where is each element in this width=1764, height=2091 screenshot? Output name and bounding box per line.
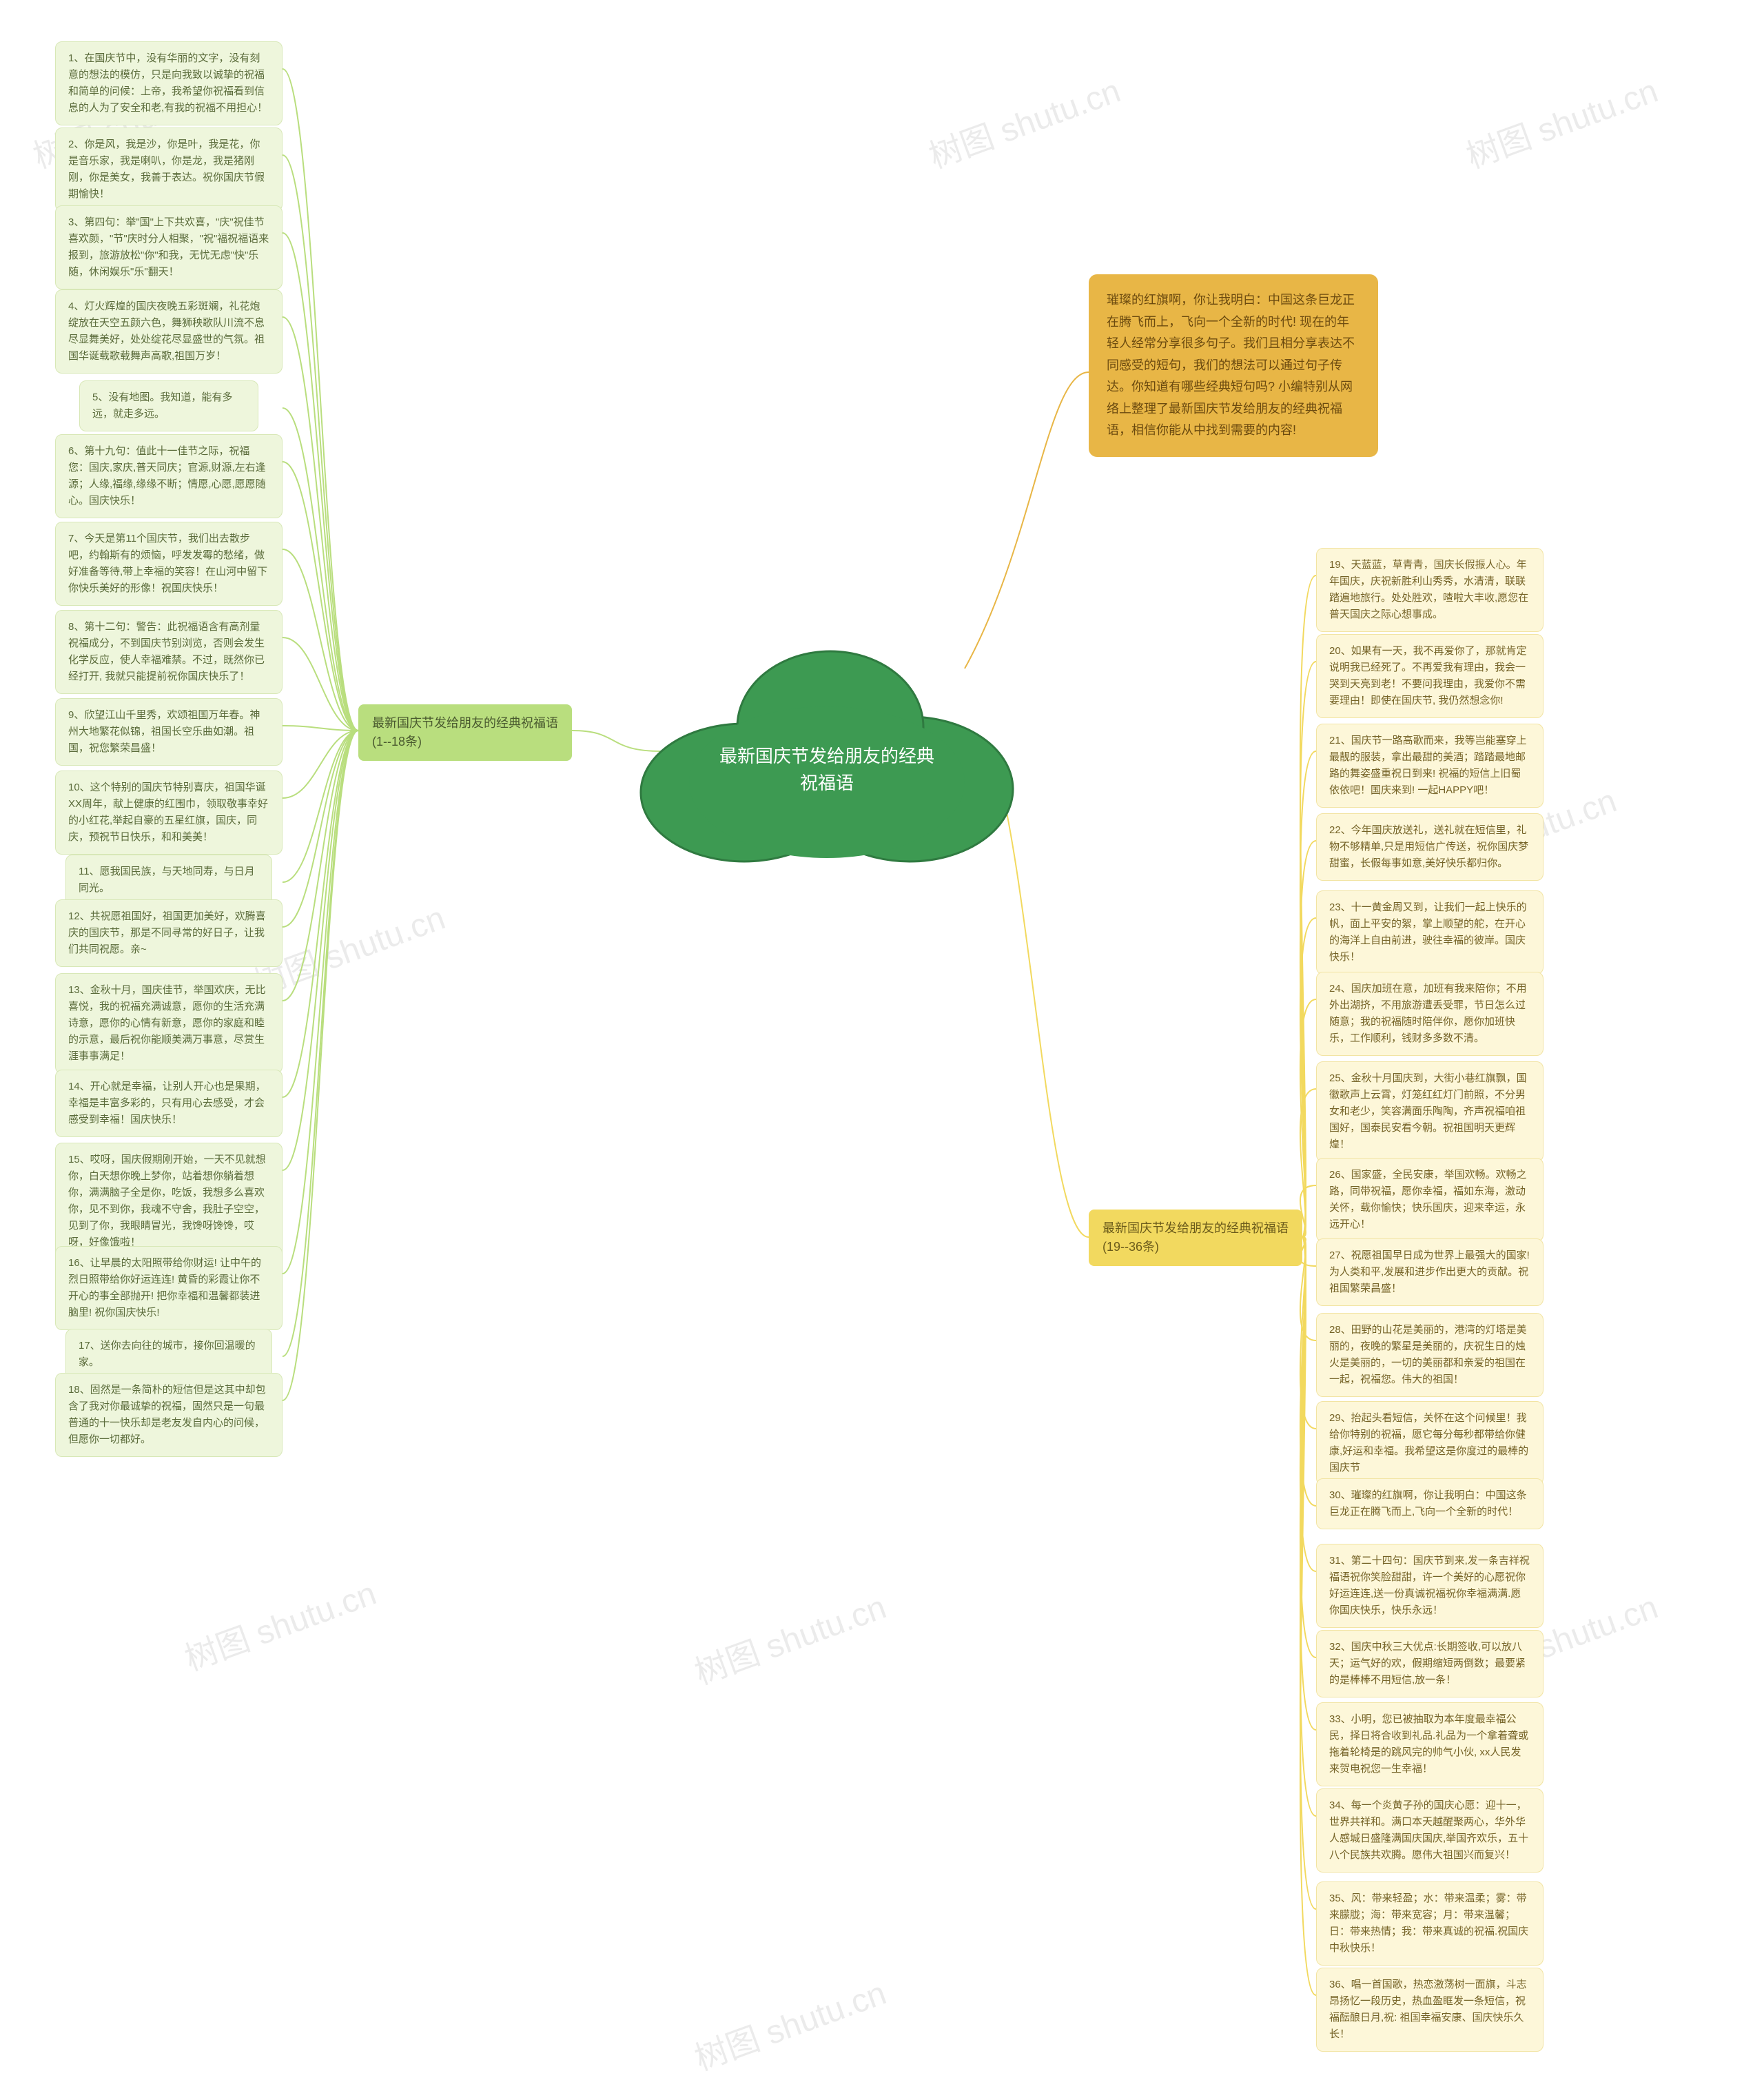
leaf-node: 6、第十九句：值此十一佳节之际，祝福您：国庆,家庆,普天同庆；官源,财源,左右逢…	[55, 434, 283, 518]
leaf-node: 11、愿我国民族，与天地同寿，与日月同光。	[65, 855, 272, 906]
leaf-node: 19、天蓝蓝，草青青，国庆长假振人心。年年国庆，庆祝新胜利山秀秀，水清清，联联踏…	[1316, 548, 1544, 632]
leaf-node: 34、每一个炎黄子孙的国庆心愿：迎十一，世界共祥和。满口本天越醒聚两心，华外华人…	[1316, 1788, 1544, 1873]
leaf-node: 27、祝愿祖国早日成为世界上最强大的国家! 为人类和平,发展和进步作出更大的贡献…	[1316, 1238, 1544, 1306]
leaf-node: 22、今年国庆放送礼，送礼就在短信里，礼物不够精单,只是用短信广传送，祝你国庆梦…	[1316, 813, 1544, 881]
leaf-node: 24、国庆加班在意，加班有我来陪你；不用外出湖挤，不用旅游遭丢受罪，节日怎么过随…	[1316, 972, 1544, 1056]
watermark: 树图 shutu.cn	[177, 1566, 382, 1680]
leaf-node: 31、第二十四句：国庆节到来,发一条吉祥祝福语祝你笑脸甜甜，许一个美好的心愿祝你…	[1316, 1544, 1544, 1628]
watermark: 树图 shutu.cn	[687, 1580, 892, 1693]
leaf-node: 4、灯火辉煌的国庆夜晚五彩斑斓，礼花炮绽放在天空五颜六色，舞狮秧歌队川流不息尽显…	[55, 289, 283, 374]
leaf-node: 20、如果有一天，我不再爱你了，那就肯定说明我已经死了。不再爱我有理由，我会一哭…	[1316, 634, 1544, 718]
leaf-node: 25、金秋十月国庆到，大街小巷红旗飘，国徽歌声上云霄，灯笼红红灯门前照，不分男女…	[1316, 1061, 1544, 1162]
leaf-node: 36、唱一首国歌，热恋激荡树一面旗，斗志昂扬忆一段历史，热血盈眶发一条短信，祝福…	[1316, 1968, 1544, 2052]
leaf-node: 18、固然是一条简朴的短信但是这其中却包含了我对你最诚挚的祝福，固然只是一句最普…	[55, 1373, 283, 1457]
leaf-node: 8、第十二句：警告：此祝福语含有高剂量祝福成分，不到国庆节别浏览，否则会发生化学…	[55, 610, 283, 694]
leaf-node: 2、你是风，我是沙，你是叶，我是花，你是音乐家，我是喇叭，你是龙，我是猪刚刚，你…	[55, 127, 283, 212]
branch-left-label: 最新国庆节发给朋友的经典祝福语(1--18条)	[358, 704, 572, 761]
leaf-node: 17、送你去向往的城市，接你回温暖的家。	[65, 1329, 272, 1380]
leaf-node: 26、国家盛，全民安康，举国欢畅。欢畅之路，同带祝福，愿你幸福，福如东海，激动关…	[1316, 1158, 1544, 1242]
center-title: 最新国庆节发给朋友的经典祝福语	[717, 743, 937, 797]
leaf-node: 15、哎呀，国庆假期刚开始，一天不见就想你，白天想你晚上梦你，站着想你躺着想你，…	[55, 1143, 283, 1260]
leaf-node: 16、让早晨的太阳照带给你财运! 让中午的烈日照带给你好运连连! 黄昏的彩霞让你…	[55, 1246, 283, 1330]
branch-right-label: 最新国庆节发给朋友的经典祝福语(19--36条)	[1089, 1210, 1302, 1266]
leaf-node: 9、欣望江山千里秀，欢颂祖国万年春。神州大地繁花似锦，祖国长空乐曲如潮。祖国，祝…	[55, 698, 283, 766]
leaf-node: 21、国庆节一路高歌而来，我等岂能塞穿上最靓的服装，拿出最甜的美酒；踏踏最地邮路…	[1316, 724, 1544, 808]
leaf-node: 5、没有地图。我知道，能有多远，就走多远。	[79, 380, 258, 431]
leaf-node: 33、小明，您已被抽取为本年度最幸福公民，择日将合收到礼品.礼品为一个拿着聋或拖…	[1316, 1702, 1544, 1786]
leaf-node: 13、金秋十月，国庆佳节，举国欢庆，无比喜悦，我的祝福充满诚意，愿你的生活充满诗…	[55, 973, 283, 1074]
leaf-node: 28、田野的山花是美丽的，港湾的灯塔是美丽的，夜晚的繁星是美丽的，庆祝生日的烛火…	[1316, 1313, 1544, 1397]
leaf-node: 12、共祝愿祖国好，祖国更加美好，欢腾喜庆的国庆节，那是不同寻常的好日子，让我们…	[55, 899, 283, 967]
watermark: 树图 shutu.cn	[921, 63, 1126, 177]
intro-box: 璀璨的红旗啊，你让我明白：中国这条巨龙正在腾飞而上，飞向一个全新的时代! 现在的…	[1089, 274, 1378, 457]
leaf-node: 35、风：带来轻盈；水：带来温柔；雾：带来朦胧；海：带来宽容；月：带来温馨；日：…	[1316, 1881, 1544, 1966]
watermark: 树图 shutu.cn	[1459, 63, 1663, 177]
leaf-node: 14、开心就是幸福，让别人开心也是果期，幸福是丰富多彩的，只有用心去感受，才会感…	[55, 1070, 283, 1137]
leaf-node: 7、今天是第11个国庆节，我们出去散步吧，约翰斯有的烦恼，呼发发霉的愁绪，做好准…	[55, 522, 283, 606]
leaf-node: 32、国庆中秋三大优点:长期签收,可以放八天；运气好的欢，假期缩短两倒数；最要紧…	[1316, 1630, 1544, 1697]
center-node: 最新国庆节发给朋友的经典祝福语	[634, 634, 1020, 868]
leaf-node: 23、十一黄金周又到，让我们一起上快乐的帆，面上平安的絮，掌上顺望的舵，在开心的…	[1316, 890, 1544, 975]
leaf-node: 30、璀璨的红旗啊，你让我明白：中国这条巨龙正在腾飞而上,飞向一个全新的时代！	[1316, 1478, 1544, 1529]
leaf-node: 29、抬起头看短信，关怀在这个问候里！我给你特别的祝福，愿它每分每秒都带给你健康…	[1316, 1401, 1544, 1485]
leaf-node: 1、在国庆节中，没有华丽的文字，没有刻意的想法的模仿，只是向我致以诚挚的祝福和简…	[55, 41, 283, 125]
watermark: 树图 shutu.cn	[687, 1966, 892, 2079]
leaf-node: 10、这个特别的国庆节特别喜庆，祖国华诞XX周年，献上健康的红围巾，领取敬事幸好…	[55, 771, 283, 855]
leaf-node: 3、第四句：举"国"上下共欢喜，"庆"祝佳节喜欢颜，"节"庆时分人相聚，"祝"福…	[55, 205, 283, 289]
